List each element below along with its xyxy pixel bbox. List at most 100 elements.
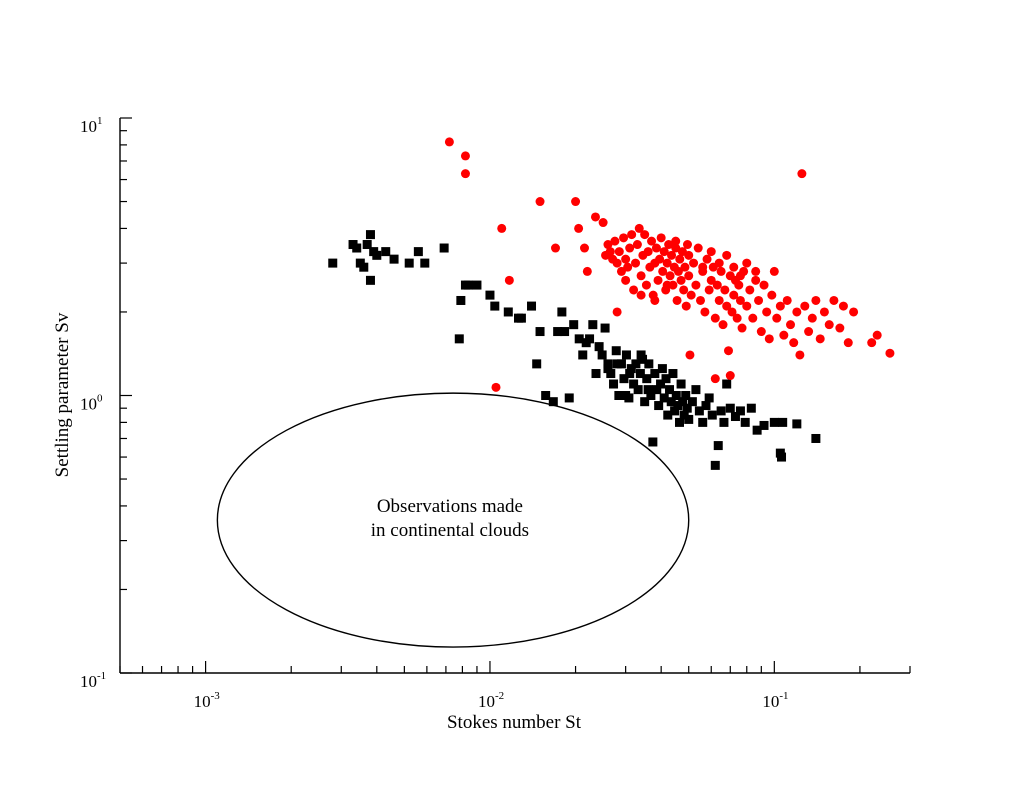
- square-point: [681, 391, 691, 400]
- circle-point: [684, 250, 694, 260]
- circle-point: [725, 371, 735, 381]
- square-point: [621, 391, 631, 400]
- square-point: [516, 313, 526, 323]
- annotation-ellipse: [216, 392, 690, 648]
- circle-point: [651, 243, 661, 253]
- x-tick-label: 10-3: [194, 690, 221, 711]
- square-point: [527, 301, 537, 311]
- y-axis-label: Settling parameter Sv: [52, 312, 73, 477]
- circle-point: [735, 271, 745, 281]
- square-point: [535, 327, 545, 337]
- square-point: [657, 364, 667, 374]
- circle-point: [603, 240, 613, 250]
- data-points: [328, 137, 895, 470]
- circle-point: [655, 254, 665, 264]
- square-point: [597, 350, 607, 360]
- square-point: [365, 230, 375, 240]
- square-point: [633, 385, 643, 395]
- circle-point: [714, 295, 724, 305]
- circle-point: [662, 280, 672, 290]
- circle-point: [673, 266, 683, 276]
- circle-point: [460, 151, 470, 161]
- square-point: [710, 460, 720, 470]
- square-point: [485, 290, 495, 300]
- circle-point: [582, 266, 592, 276]
- circle-point: [716, 266, 726, 276]
- square-point: [636, 350, 646, 360]
- square-point: [671, 391, 681, 400]
- circle-point: [621, 254, 631, 264]
- square-point: [626, 364, 636, 374]
- axis-tick-labels: 10-3 10-2 10-1 10-1 100 101: [80, 115, 788, 711]
- square-point: [691, 385, 701, 395]
- square-point: [569, 320, 579, 330]
- circle-point: [786, 320, 796, 330]
- circle-point: [625, 243, 635, 253]
- circle-point: [885, 348, 895, 358]
- circle-point: [710, 313, 720, 323]
- circle-point: [634, 223, 644, 233]
- continental-clouds-annotation: Observations made in continental clouds: [216, 392, 690, 648]
- square-point: [648, 437, 658, 447]
- square-point: [472, 280, 482, 290]
- circle-point: [759, 280, 769, 290]
- circle-point: [621, 275, 631, 285]
- square-point: [752, 425, 762, 435]
- circle-point: [838, 301, 848, 311]
- square-point: [678, 397, 688, 407]
- square-point: [735, 406, 745, 416]
- circle-point: [574, 223, 584, 233]
- circle-point: [672, 295, 682, 305]
- square-point: [635, 369, 645, 379]
- square-point: [614, 391, 624, 400]
- circle-point: [689, 258, 699, 268]
- square-point: [707, 410, 717, 420]
- circle-point: [700, 307, 710, 317]
- square-point: [694, 406, 704, 416]
- circle-point: [665, 271, 675, 281]
- square-point: [365, 275, 375, 285]
- square-point: [503, 307, 513, 317]
- square-point: [650, 369, 660, 379]
- square-point: [811, 433, 821, 443]
- square-point: [548, 397, 558, 407]
- x-axis-label: Stokes number St: [447, 712, 582, 733]
- y-tick-label: 10-1: [80, 670, 106, 691]
- circle-point: [640, 230, 650, 240]
- circle-point: [623, 262, 633, 272]
- square-point: [643, 385, 653, 395]
- square-point: [420, 258, 430, 268]
- circle-point: [706, 275, 716, 285]
- square-point: [740, 417, 750, 427]
- circle-point: [598, 218, 608, 228]
- circle-point: [675, 254, 685, 264]
- square-point: [456, 295, 466, 305]
- circle-point: [632, 240, 642, 250]
- circle-point: [612, 307, 622, 317]
- square-point: [778, 417, 788, 427]
- circle-point: [729, 290, 739, 300]
- circle-point: [819, 307, 829, 317]
- circle-point: [714, 258, 724, 268]
- circle-point: [641, 280, 651, 290]
- square-point: [541, 391, 551, 400]
- circle-point: [680, 262, 690, 272]
- square-point: [722, 379, 732, 389]
- square-point: [560, 327, 570, 337]
- square-point: [673, 401, 683, 411]
- circle-point: [767, 290, 777, 300]
- square-point: [640, 397, 650, 407]
- square-point: [404, 258, 414, 268]
- circle-point: [797, 169, 807, 179]
- circle-point: [804, 327, 814, 337]
- square-point: [612, 359, 622, 369]
- square-point: [490, 301, 500, 311]
- square-point: [454, 334, 464, 344]
- square-point: [359, 262, 369, 272]
- circle-point: [504, 275, 514, 285]
- circle-point: [769, 266, 779, 276]
- circle-point: [710, 374, 720, 384]
- circle-point: [779, 330, 789, 340]
- square-point: [413, 247, 423, 257]
